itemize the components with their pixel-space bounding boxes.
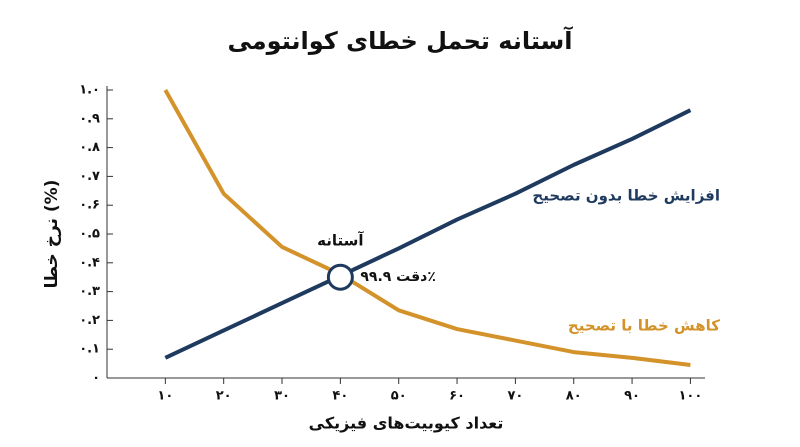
series-line [164,108,692,360]
threshold-label: آستانه [317,232,364,250]
y-tick-label: ۰.۹ [79,111,100,126]
x-tick-label: ۷۰ [507,389,523,404]
x-tick-label: ۹۰ [624,389,640,404]
x-tick-label: ۸۰ [566,389,582,404]
y-tick-label: ۰.۶ [79,198,100,213]
x-tick-label: ۵۰ [391,389,407,404]
y-tick-label: ۰.۱ [79,342,100,357]
y-tick-label: ۰.۳ [79,284,100,299]
series-line [163,89,691,368]
x-tick-label: ۶۰ [449,389,465,404]
y-tick-label: ۰.۸ [79,140,100,155]
x-tick-label: ۲۰ [216,389,232,404]
y-tick-label: ۱.۰ [79,83,100,98]
y-axis-label: نرخ خطا (%) [42,180,62,289]
y-tick-label: ۰.۴ [79,255,100,270]
y-tick-label: ۰ [92,371,100,386]
x-tick-label: ۱۰ [157,389,173,404]
x-tick-label: ۳۰ [274,389,290,404]
x-tick-label: ۴۰ [332,389,348,404]
x-tick-label: ۱۰۰ [679,389,703,404]
chart-title: آستانه تحمل خطای کوانتومی [228,26,574,55]
y-tick-label: ۰.۲ [79,313,100,328]
threshold-note: دقت ۹۹.۹٪ [360,269,436,285]
series-label: کاهش خطا با تصحیح [568,317,720,335]
y-tick-label: ۰.۵ [79,227,100,242]
series-label: افزایش خطا بدون تصحیح [532,187,720,205]
y-tick-label: ۰.۷ [79,169,100,184]
threshold-marker [326,263,354,291]
x-axis-label: تعداد کیوبیت‌های فیزیکی [309,414,504,433]
